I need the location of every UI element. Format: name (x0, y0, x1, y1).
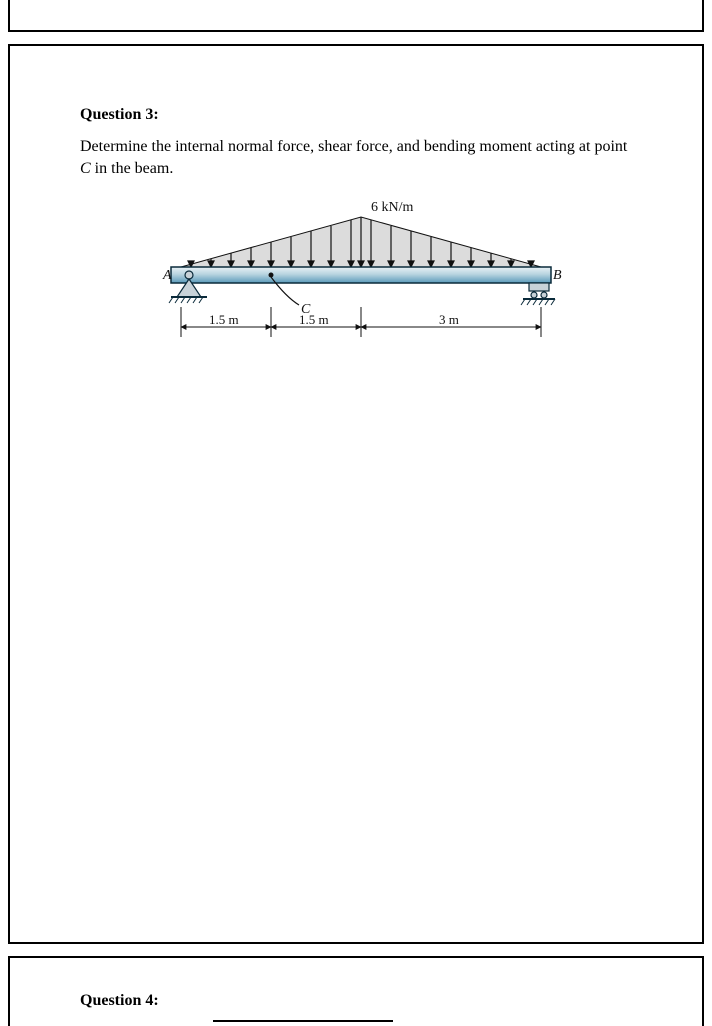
load-label: 6 kN/m (371, 200, 414, 215)
page-gap (0, 32, 712, 44)
point-C-dot (269, 273, 274, 278)
q3-text-1: Determine the internal normal force, she… (80, 138, 627, 155)
label-A: A (162, 268, 172, 283)
question-3-title: Question 3: (80, 106, 642, 124)
question-3-body: Determine the internal normal force, she… (80, 136, 642, 179)
roller-support-B (521, 283, 555, 305)
previous-page-tail (8, 0, 704, 32)
dim-2: 1.5 m (299, 312, 329, 327)
beam (171, 267, 551, 283)
next-page-head: Question 4: (8, 956, 704, 1026)
dim-3: 3 m (439, 312, 459, 327)
question-4-title: Question 4: (80, 992, 159, 1010)
page-question-3: Question 3: Determine the internal norma… (8, 44, 704, 944)
beam-diagram: 6 kN/m A B (151, 197, 571, 357)
dim-1: 1.5 m (209, 312, 239, 327)
q3-text-2: in the beam. (91, 160, 174, 177)
question-4-figure-edge (213, 1020, 393, 1022)
q3-point-c: C (80, 160, 91, 177)
label-B: B (553, 268, 562, 283)
